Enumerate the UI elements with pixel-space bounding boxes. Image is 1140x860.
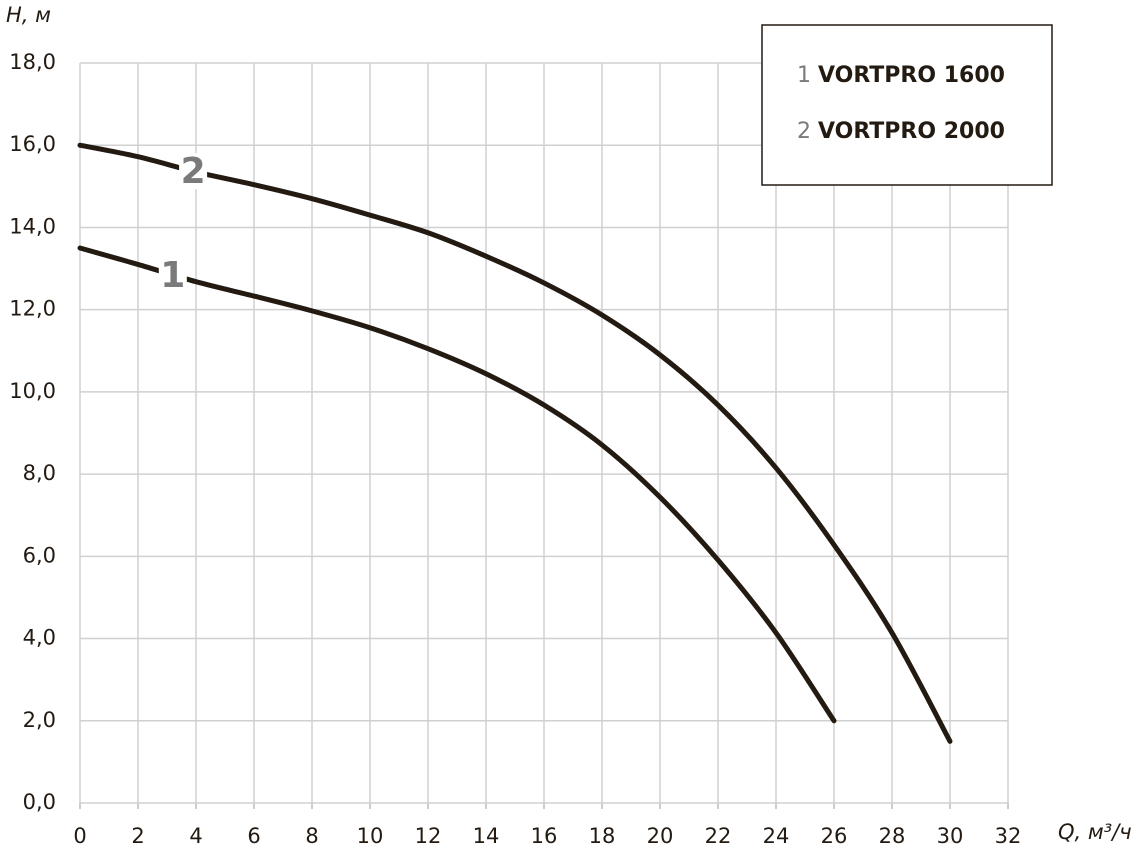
x-tick-label: 4 bbox=[189, 824, 202, 848]
x-tick-label: 6 bbox=[247, 824, 260, 848]
x-tick-label: 24 bbox=[763, 824, 790, 848]
curve-label-bg bbox=[158, 256, 187, 293]
x-tick-label: 28 bbox=[879, 824, 906, 848]
legend-number: 1 bbox=[797, 63, 811, 88]
x-tick-label: 0 bbox=[73, 824, 86, 848]
y-tick-label: 6,0 bbox=[23, 543, 56, 567]
x-tick-label: 2 bbox=[131, 824, 144, 848]
y-tick-label: 0,0 bbox=[23, 790, 56, 814]
y-axis-label: H, м bbox=[6, 3, 51, 27]
y-tick-label: 4,0 bbox=[23, 626, 56, 650]
x-axis-label: Q, м³/ч bbox=[1058, 820, 1132, 844]
y-tick-label: 14,0 bbox=[9, 214, 56, 238]
curve-label-bg bbox=[179, 153, 208, 190]
series-line bbox=[77, 142, 953, 744]
curve-label: 2 bbox=[181, 151, 206, 192]
x-tick-label: 18 bbox=[589, 824, 616, 848]
x-tick-label: 26 bbox=[821, 824, 848, 848]
legend-box bbox=[761, 24, 1053, 186]
x-tick-label: 8 bbox=[305, 824, 318, 848]
y-tick-label: 12,0 bbox=[9, 297, 56, 321]
curve-label: 1 bbox=[160, 255, 185, 296]
x-tick-label: 22 bbox=[705, 824, 732, 848]
x-tick-label: 10 bbox=[357, 824, 384, 848]
legend-number: 2 bbox=[797, 119, 811, 144]
legend-label: VORTPRO 1600 bbox=[818, 63, 1005, 88]
x-tick-label: 30 bbox=[937, 824, 964, 848]
y-tick-label: 10,0 bbox=[9, 379, 56, 403]
series-line bbox=[77, 245, 837, 724]
x-tick-label: 32 bbox=[995, 824, 1022, 848]
x-tick-label: 14 bbox=[473, 824, 500, 848]
y-tick-label: 18,0 bbox=[9, 50, 56, 74]
x-tick-label: 20 bbox=[647, 824, 674, 848]
grid bbox=[79, 62, 1009, 809]
x-tick-label: 12 bbox=[415, 824, 442, 848]
y-tick-label: 2,0 bbox=[23, 708, 56, 732]
y-tick-label: 8,0 bbox=[23, 461, 56, 485]
x-tick-label: 16 bbox=[531, 824, 558, 848]
y-tick-label: 16,0 bbox=[9, 132, 56, 156]
legend-label: VORTPRO 2000 bbox=[818, 119, 1005, 144]
